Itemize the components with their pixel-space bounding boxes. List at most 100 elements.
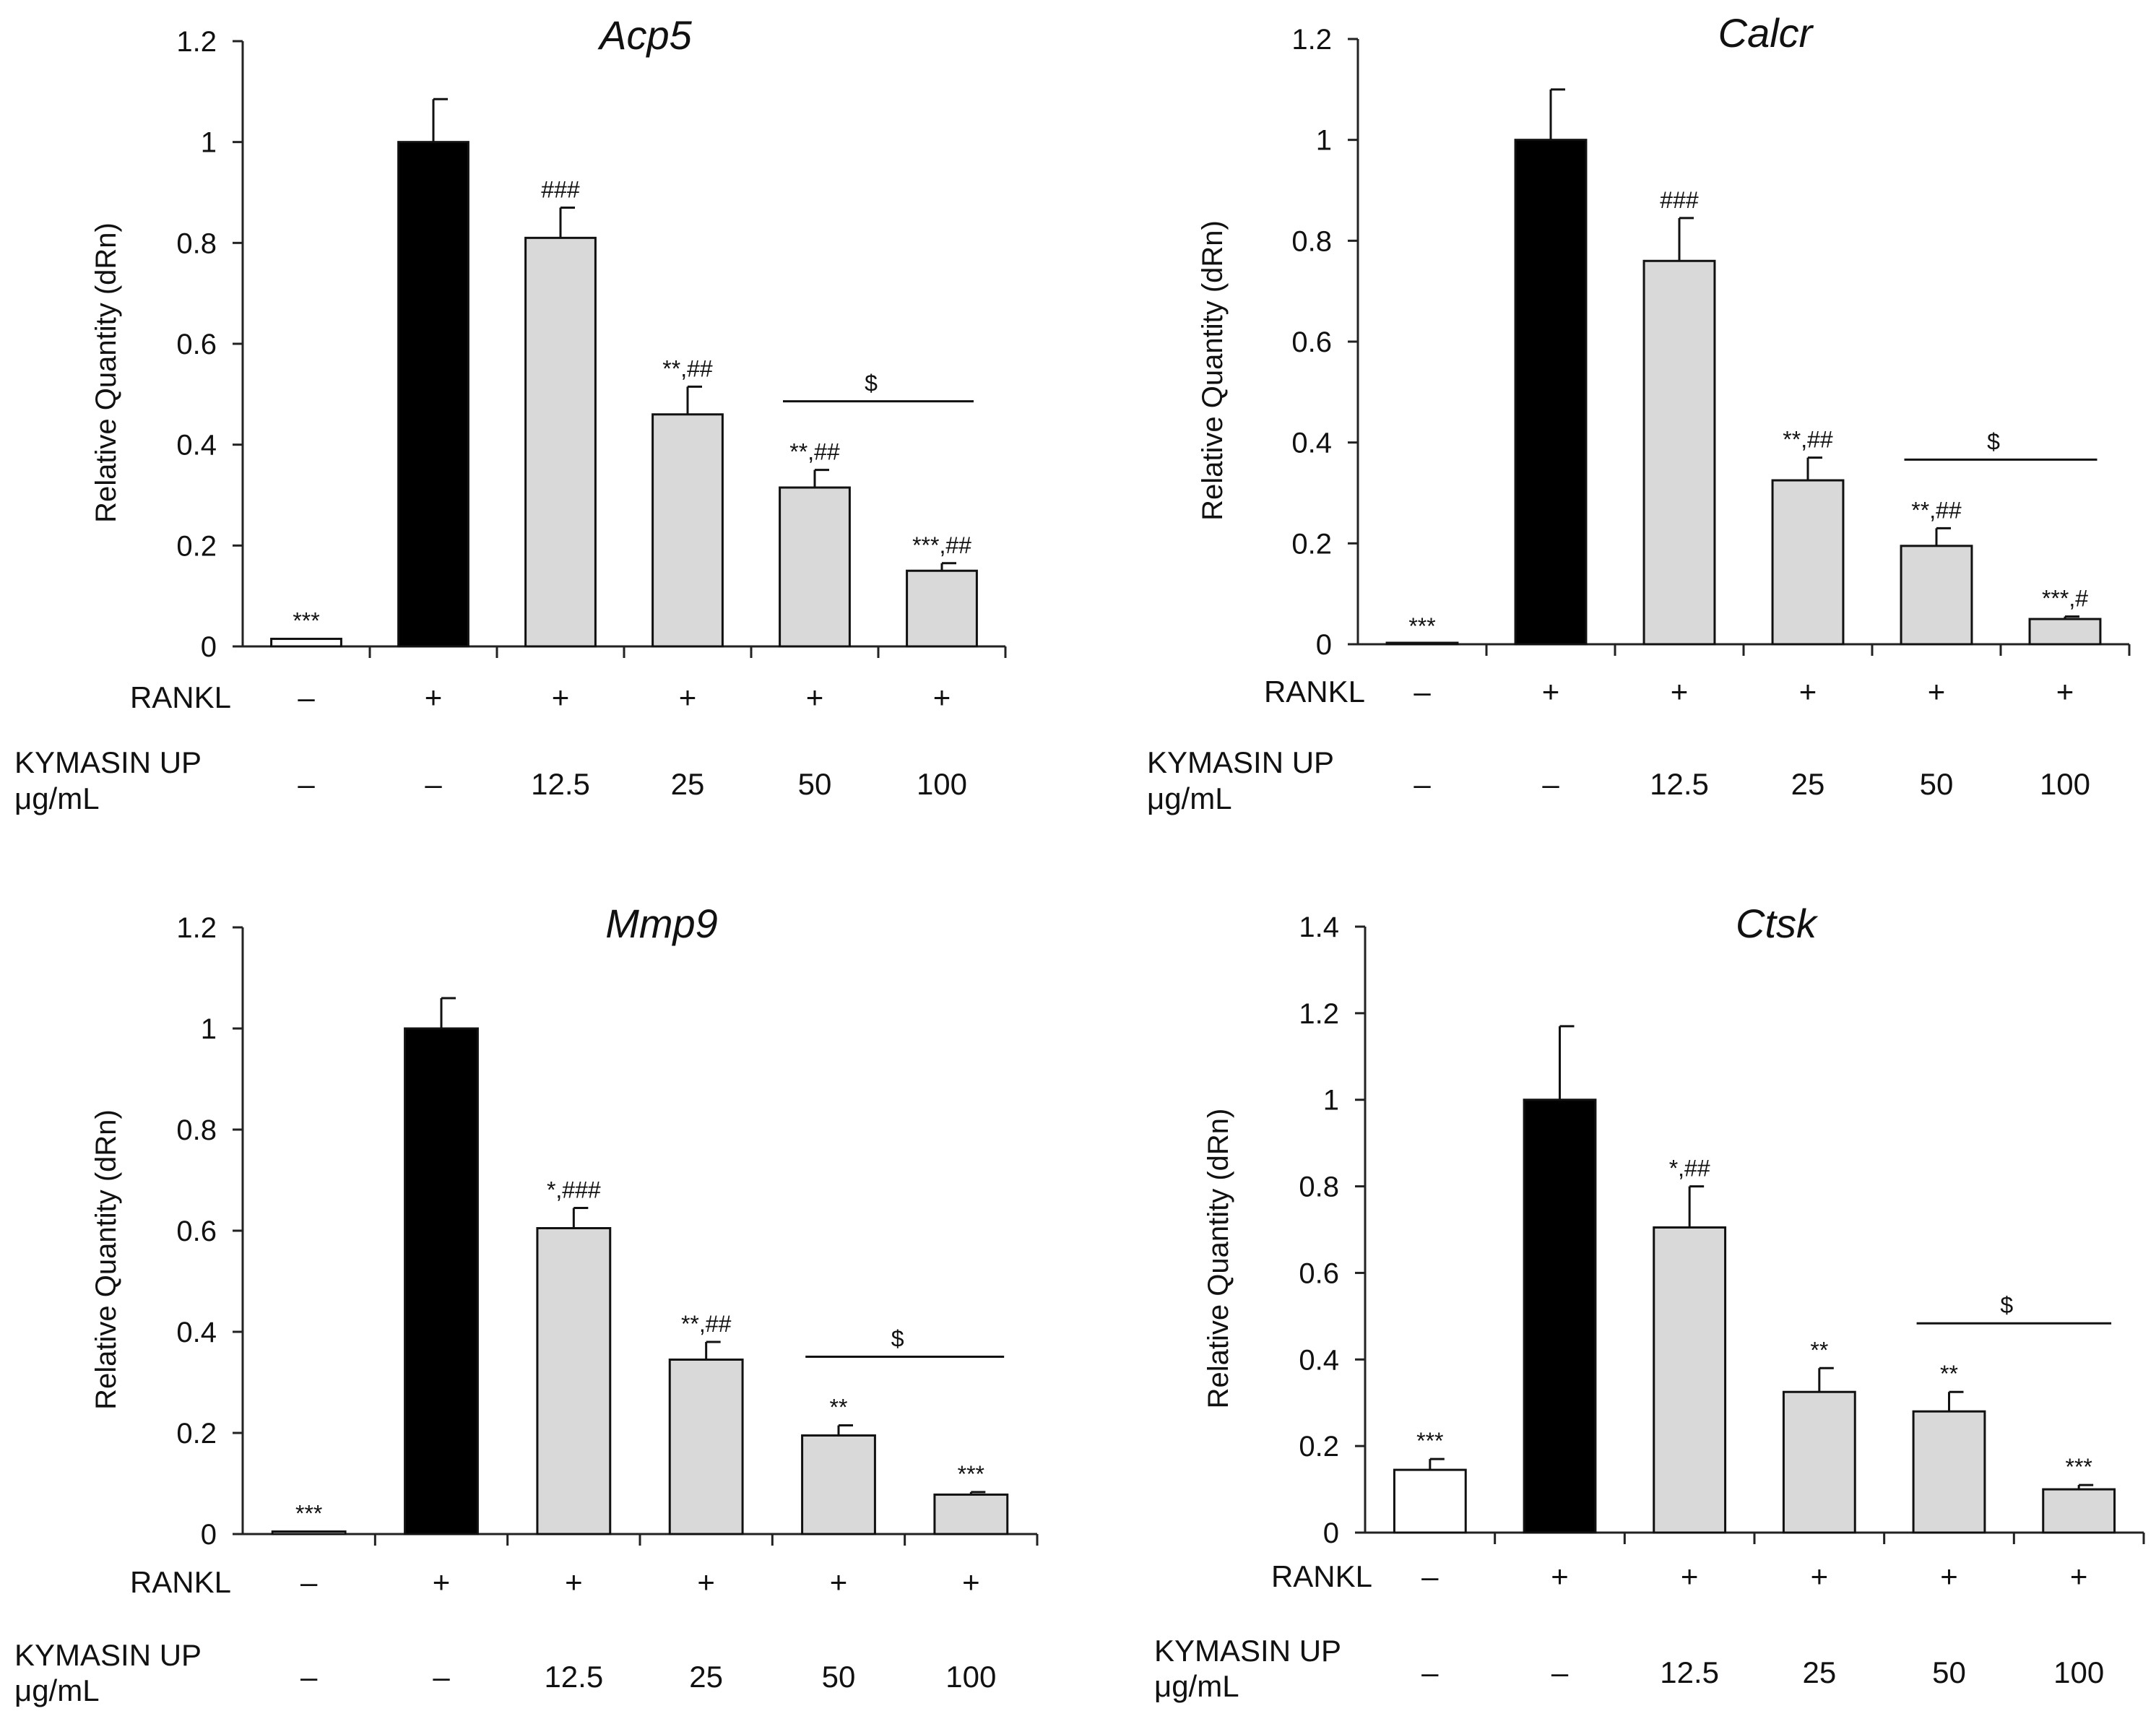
bar xyxy=(801,1434,876,1535)
significance-label: ### xyxy=(1660,187,1699,213)
chart-title: Ctsk xyxy=(1736,901,1819,946)
dose-value: 50 xyxy=(822,1660,856,1694)
significance-label: ### xyxy=(541,176,580,202)
bar xyxy=(404,1027,479,1535)
dose-value: 100 xyxy=(2040,767,2090,801)
rankl-value: + xyxy=(806,680,824,714)
bar xyxy=(271,1530,347,1535)
rankl-value: + xyxy=(1542,675,1560,709)
rankl-value: + xyxy=(2056,675,2074,709)
rankl-value: + xyxy=(1681,1559,1699,1593)
dose-value: – xyxy=(298,767,315,801)
rankl-value: – xyxy=(298,680,315,714)
dose-value: 12.5 xyxy=(531,767,590,801)
bar xyxy=(1771,479,1845,646)
y-tick-label: 0.2 xyxy=(1291,528,1332,560)
bar xyxy=(1912,1410,1986,1534)
rankl-value: – xyxy=(1421,1559,1439,1593)
significance-label: ** xyxy=(1940,1361,1958,1387)
y-tick-label: 0.2 xyxy=(176,1418,217,1450)
rankl-value: + xyxy=(565,1565,583,1599)
bar xyxy=(906,569,978,648)
rankl-row-label: RANKL xyxy=(130,680,231,714)
chart-title: Calcr xyxy=(1718,10,1814,56)
dose-unit-label: μg/mL xyxy=(14,781,100,815)
bar xyxy=(1642,259,1716,646)
dose-value: – xyxy=(1421,1655,1439,1689)
y-tick-label: 1 xyxy=(1316,125,1332,157)
significance-label: *,### xyxy=(547,1177,601,1203)
y-tick-label: 0.6 xyxy=(1291,326,1332,358)
dose-value: 50 xyxy=(1920,767,1954,801)
dose-value: – xyxy=(1551,1655,1569,1689)
significance-label: *** xyxy=(1416,1428,1443,1454)
dose-value: 25 xyxy=(671,767,705,801)
rankl-value: + xyxy=(1928,675,1946,709)
significance-label: *** xyxy=(1408,613,1435,639)
bar xyxy=(270,638,342,648)
significance-label: *** xyxy=(293,608,319,634)
bar xyxy=(397,141,469,648)
y-axis-label: Relative Quantity (dRn) xyxy=(1203,1109,1234,1409)
bar xyxy=(536,1227,612,1535)
dose-unit-label: μg/mL xyxy=(1147,781,1232,815)
dose-value: 12.5 xyxy=(544,1660,603,1694)
dose-value: 25 xyxy=(1791,767,1825,801)
y-tick-label: 1.2 xyxy=(176,26,217,58)
significance-label: **,## xyxy=(1911,497,1962,523)
panel-acp5: 0 0.2 0.4 0.6 0.8 1 1.2 Relative Quantity (dRn)… xyxy=(14,12,1007,815)
bar xyxy=(1523,1099,1597,1534)
chart-title: Mmp9 xyxy=(605,901,718,946)
significance-label: *** xyxy=(958,1461,984,1487)
y-tick-label: 1.2 xyxy=(176,912,217,944)
rankl-value: + xyxy=(433,1565,451,1599)
rankl-value: + xyxy=(425,680,443,714)
rankl-value: + xyxy=(1811,1559,1829,1593)
comparison-label: $ xyxy=(1987,428,2000,454)
rankl-value: + xyxy=(962,1565,980,1599)
y-tick-label: 0.4 xyxy=(1299,1344,1339,1376)
rankl-value: + xyxy=(933,680,951,714)
significance-label: *** xyxy=(2065,1454,2092,1480)
significance-label: **,## xyxy=(681,1311,732,1337)
bar xyxy=(524,236,597,648)
bar xyxy=(668,1359,744,1535)
dose-value: – xyxy=(1542,767,1559,801)
y-tick-label: 0.6 xyxy=(1299,1257,1339,1289)
bar xyxy=(2028,618,2102,646)
significance-label: ** xyxy=(830,1395,848,1421)
comparison-label: $ xyxy=(865,371,878,397)
rankl-value: + xyxy=(1671,675,1689,709)
rankl-row-label: RANKL xyxy=(1264,675,1365,709)
y-tick-label: 0.4 xyxy=(176,430,217,462)
dose-value: – xyxy=(300,1660,318,1694)
y-tick-label: 0.4 xyxy=(176,1317,217,1348)
significance-label: ** xyxy=(1810,1337,1828,1363)
comparison-label: $ xyxy=(891,1326,904,1352)
y-axis-label: Relative Quantity (dRn) xyxy=(90,1109,122,1410)
y-axis-label: Relative Quantity (dRn) xyxy=(1197,220,1229,521)
dose-row-label: KYMASIN UP xyxy=(14,745,202,779)
panel-mmp9: 0 0.2 0.4 0.6 0.8 1 1.2 Relative Quantity (dRn)… xyxy=(14,901,1039,1707)
bar xyxy=(1782,1390,1856,1534)
dose-value: 100 xyxy=(917,767,967,801)
y-tick-label: 0.8 xyxy=(1291,225,1332,257)
y-tick-label: 1 xyxy=(201,1013,217,1045)
dose-row-label: KYMASIN UP xyxy=(1154,1634,1341,1668)
dose-row-label: KYMASIN UP xyxy=(1147,745,1334,779)
dose-value: 12.5 xyxy=(1660,1655,1719,1689)
panel-calcr: 0 0.2 0.4 0.6 0.8 1 1.2 Relative Quantity (dRn)… xyxy=(1147,10,2131,815)
significance-label: *,## xyxy=(1669,1156,1710,1182)
y-tick-label: 1 xyxy=(1323,1085,1339,1117)
significance-label: *** xyxy=(295,1501,322,1527)
bar xyxy=(933,1493,1009,1535)
dose-unit-label: μg/mL xyxy=(14,1673,100,1707)
panel-ctsk: 0 0.2 0.4 0.6 0.8 1 1.2 1.4 Relative Quantity (d… xyxy=(1154,901,2145,1703)
rankl-value: – xyxy=(1413,675,1431,709)
y-tick-label: 0 xyxy=(201,1519,217,1551)
comparison-label: $ xyxy=(2000,1292,2013,1318)
rankl-value: – xyxy=(300,1565,318,1599)
dose-value: 25 xyxy=(689,1660,723,1694)
dose-value: 100 xyxy=(945,1660,996,1694)
